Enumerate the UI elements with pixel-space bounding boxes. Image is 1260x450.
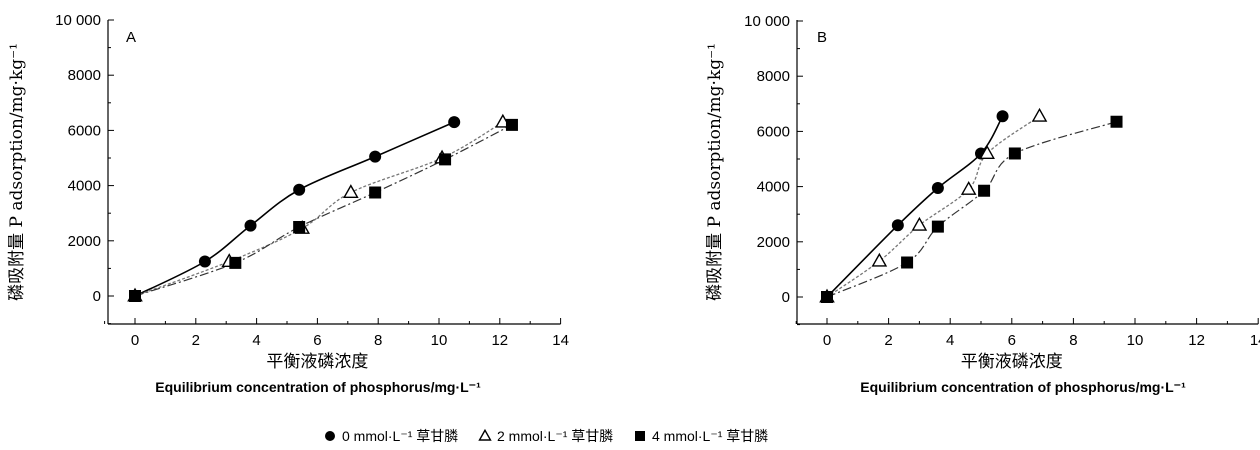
y-tick-label: 0 — [782, 289, 790, 306]
data-point-circle — [198, 255, 211, 268]
legend-label: 0 mmol·L⁻¹ 草甘膦 — [342, 428, 458, 444]
y-tick-label: 0 — [93, 288, 101, 305]
x-axis-title-en: Equilibrium concentration of phosphorus/… — [860, 379, 1186, 395]
data-point-circle — [448, 116, 461, 129]
data-point-circle — [996, 110, 1009, 123]
data-point-square — [1110, 115, 1123, 128]
data-point-triangle — [960, 181, 977, 195]
data-point-triangle — [911, 216, 928, 231]
legend-item: 0 mmol·L⁻¹ 草甘膦 — [325, 428, 458, 444]
x-axis-title-cn: 平衡液磷浓度 — [266, 352, 368, 372]
data-point-square — [129, 290, 141, 302]
series-line — [826, 121, 1117, 298]
x-tick-label: 10 — [431, 332, 448, 349]
x-tick-label: 2 — [192, 332, 200, 349]
data-point-circle — [369, 150, 382, 163]
triangle-marker — [478, 428, 492, 441]
x-tick-label: 6 — [1008, 332, 1016, 349]
series-line — [826, 115, 1004, 298]
data-point-square — [901, 256, 914, 269]
y-tick-label: 10 000 — [55, 12, 101, 29]
data-point-square — [369, 186, 382, 199]
x-tick-label: 6 — [313, 332, 321, 349]
data-point-circle — [244, 219, 257, 232]
data-point-triangle — [1031, 107, 1048, 122]
data-point-triangle — [343, 184, 359, 199]
data-point-square — [821, 291, 833, 303]
series-line — [134, 121, 504, 297]
x-tick-label: 0 — [131, 332, 139, 349]
x-tick-label: 12 — [491, 332, 508, 349]
y-tick-label: 6000 — [757, 123, 790, 140]
y-axis-title: 磷吸附量 P adsorption/mg·kg⁻¹ — [7, 43, 27, 301]
circle-marker — [325, 431, 335, 441]
y-tick-label: 4000 — [757, 179, 790, 196]
data-point-square — [439, 153, 452, 166]
y-tick-label: 8000 — [757, 68, 790, 85]
x-tick-label: 0 — [823, 332, 831, 349]
x-tick-label: 12 — [1188, 332, 1205, 349]
legend-item: 4 mmol·L⁻¹ 草甘膦 — [635, 428, 768, 444]
x-tick-label: 8 — [374, 332, 382, 349]
data-point-circle — [891, 219, 904, 232]
x-tick-label: 14 — [1250, 332, 1260, 349]
panel-label: A — [126, 29, 136, 46]
legend-label: 2 mmol·L⁻¹ 草甘膦 — [497, 428, 613, 444]
square-marker — [635, 431, 645, 441]
x-axis-title-en: Equilibrium concentration of phosphorus/… — [155, 379, 481, 395]
data-point-square — [978, 184, 991, 197]
x-tick-label: 10 — [1127, 332, 1144, 349]
data-point-square — [931, 220, 944, 233]
y-tick-label: 4000 — [68, 178, 101, 195]
panel-label: B — [817, 29, 827, 46]
legend: 0 mmol·L⁻¹ 草甘膦 2 mmol·L⁻¹ 草甘膦 4 mmol·L⁻¹ 草… — [325, 428, 768, 444]
legend-label: 4 mmol·L⁻¹ 草甘膦 — [652, 428, 768, 444]
x-tick-label: 4 — [252, 332, 260, 349]
x-tick-label: 4 — [946, 332, 954, 349]
chart-panel-b: 0 2000 4000 6000 8000 10 000 0 2 4 6 8 10 12 14 B 磷吸附量 … — [705, 13, 1260, 395]
y-tick-label: 2000 — [757, 234, 790, 251]
data-point-triangle — [871, 252, 888, 267]
data-point-circle — [293, 183, 306, 196]
y-axis-title: 磷吸附量 P adsorption/mg·kg⁻¹ — [705, 43, 725, 301]
data-point-square — [229, 256, 242, 269]
x-tick-label: 8 — [1069, 332, 1077, 349]
data-point-square — [293, 221, 306, 233]
y-tick-label: 6000 — [68, 122, 101, 139]
y-tick-label: 8000 — [68, 67, 101, 84]
x-tick-label: 14 — [552, 332, 569, 349]
x-tick-label: 2 — [884, 332, 892, 349]
data-point-triangle — [979, 145, 995, 159]
data-point-square — [1008, 147, 1021, 160]
x-axis-title-cn: 平衡液磷浓度 — [961, 352, 1063, 372]
chart-panel-a: 0 2000 4000 6000 8000 10 000 0 2 4 6 8 10 12 14 A 磷吸附量 … — [7, 12, 569, 395]
y-tick-label: 2000 — [68, 233, 101, 250]
series-line — [134, 121, 455, 297]
data-point-square — [505, 118, 518, 131]
y-tick-label: 10 000 — [744, 13, 790, 30]
legend-item: 2 mmol·L⁻¹ 草甘膦 — [478, 428, 613, 444]
data-point-circle — [931, 181, 944, 194]
series-line — [826, 115, 1040, 298]
series-line — [134, 124, 513, 297]
